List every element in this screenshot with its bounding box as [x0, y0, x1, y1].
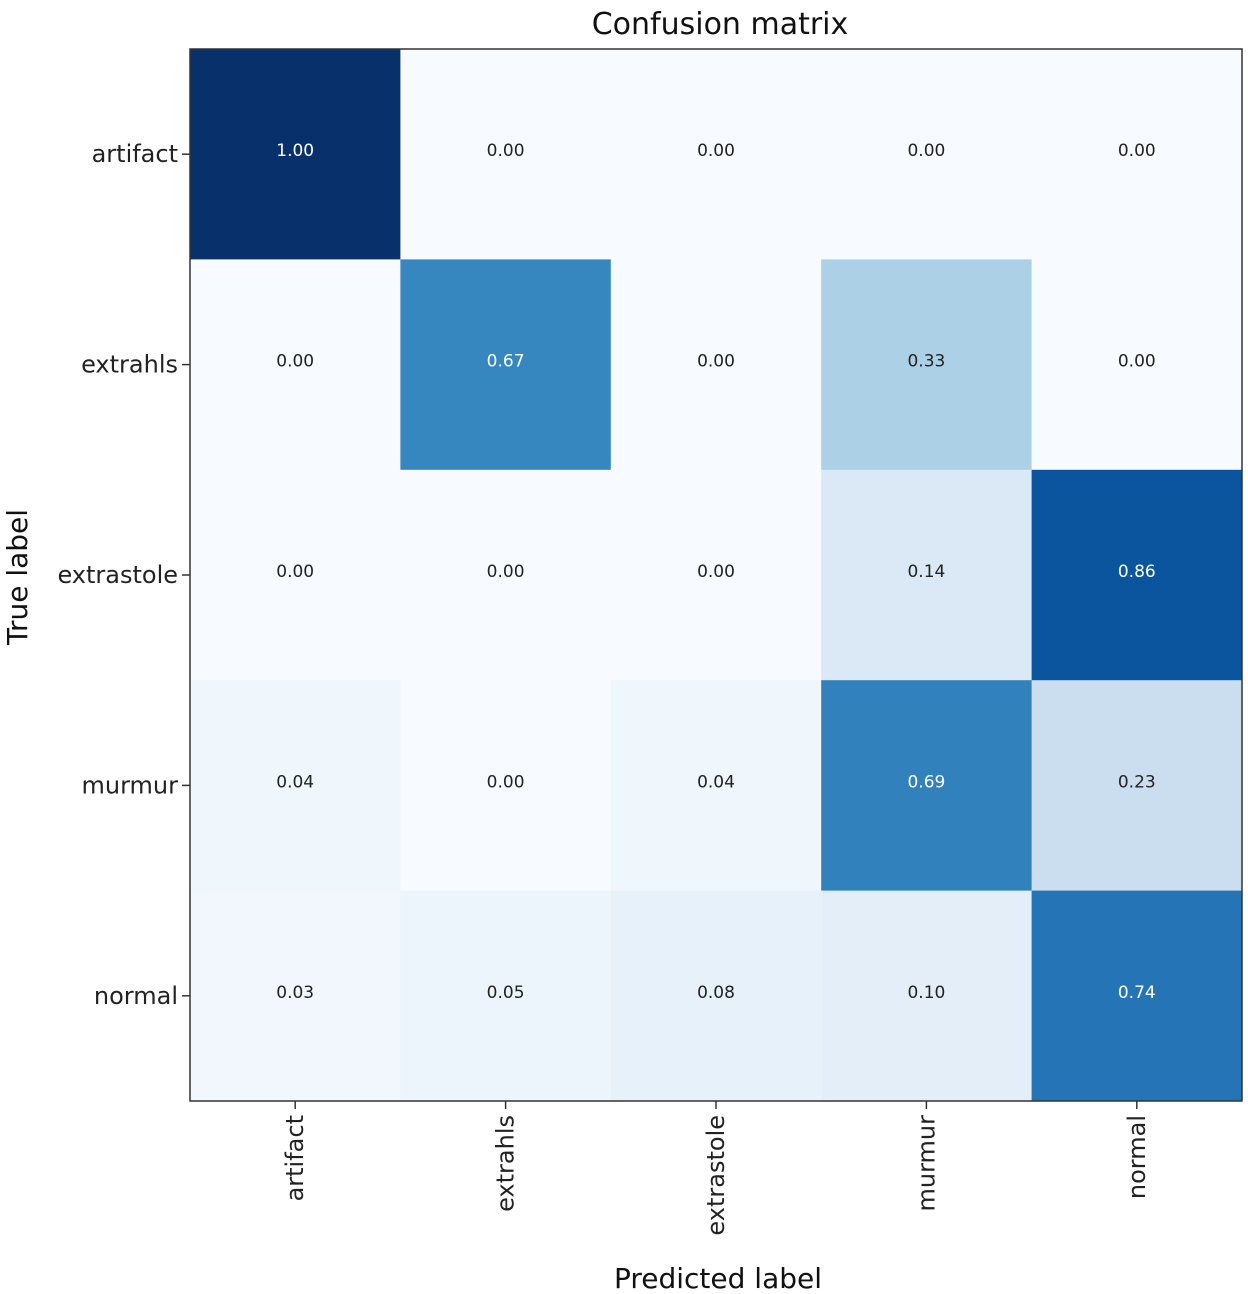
heatmap-cell — [1031, 469, 1243, 681]
chart-title: Confusion matrix — [592, 7, 849, 42]
heatmap-cell — [1031, 680, 1243, 892]
heatmap-cell — [610, 680, 822, 892]
heatmap-cell — [821, 680, 1033, 892]
cell-value-label: 0.14 — [907, 562, 945, 582]
heatmap-cell — [610, 469, 822, 681]
cell-value-label: 0.00 — [487, 772, 525, 792]
cell-value-label: 0.08 — [697, 983, 735, 1003]
heatmap-cell — [610, 259, 822, 471]
cell-value-label: 0.23 — [1118, 772, 1156, 792]
heatmap-cell — [610, 890, 822, 1102]
heatmap-cell — [821, 49, 1033, 260]
heatmap-cell — [400, 890, 612, 1102]
cell-value-label: 0.00 — [1118, 352, 1156, 372]
y-axis-label: True label — [1, 509, 34, 646]
y-tick-label: extrahls — [81, 351, 178, 379]
heatmap-cell — [190, 259, 401, 471]
cell-value-label: 0.69 — [907, 772, 945, 792]
heatmap-cell — [190, 890, 401, 1102]
cell-value-label: 0.00 — [276, 562, 314, 582]
heatmap-cell — [190, 469, 401, 681]
heatmap-cell — [1031, 890, 1243, 1102]
cell-value-label: 0.04 — [276, 772, 314, 792]
cell-value-label: 0.00 — [487, 562, 525, 582]
cell-value-label: 0.67 — [487, 352, 525, 372]
cell-value-label: 0.00 — [487, 141, 525, 161]
cell-value-label: 0.04 — [697, 772, 735, 792]
y-tick-label: extrastole — [57, 561, 178, 589]
x-tick-label: murmur — [912, 1115, 940, 1212]
heatmap-cell — [400, 259, 612, 471]
x-tick-label: extrahls — [492, 1115, 520, 1212]
x-tick-label: normal — [1123, 1115, 1151, 1199]
x-tick-label: artifact — [281, 1115, 309, 1201]
cell-value-label: 0.00 — [1118, 141, 1156, 161]
cell-value-label: 0.00 — [907, 141, 945, 161]
cell-value-label: 0.05 — [487, 983, 525, 1003]
cell-value-label: 0.86 — [1118, 562, 1156, 582]
cell-value-label: 0.00 — [697, 141, 735, 161]
heatmap-cell — [1031, 49, 1243, 260]
cell-value-label: 0.10 — [907, 983, 945, 1003]
cell-value-label: 0.03 — [276, 983, 314, 1003]
heatmap-cell — [821, 469, 1033, 681]
heatmap-cells: 1.00 0.00 0.00 0.00 0.00 0.00 0.67 0.00 0.33 0.00… — [190, 49, 1243, 1102]
y-tick-label: artifact — [92, 140, 178, 168]
cell-value-label: 0.00 — [697, 352, 735, 372]
heatmap-cell — [400, 680, 612, 892]
heatmap-cell — [821, 890, 1033, 1102]
heatmap-cell — [610, 49, 822, 260]
x-tick-label: extrastole — [702, 1115, 730, 1236]
heatmap-cell — [190, 680, 401, 892]
y-tick-label: normal — [94, 982, 178, 1010]
cell-value-label: 1.00 — [276, 141, 314, 161]
cell-value-label: 0.00 — [276, 352, 314, 372]
heatmap-cell — [400, 49, 612, 260]
heatmap-cell — [400, 469, 612, 681]
cell-value-label: 0.74 — [1118, 983, 1156, 1003]
heatmap-cell — [1031, 259, 1243, 471]
axis-ticks: artifact extrahls extrastole murmur normal ar… — [57, 140, 1150, 1235]
cell-value-label: 0.33 — [907, 352, 945, 372]
heatmap-cell — [190, 49, 401, 260]
y-tick-label: murmur — [82, 771, 179, 799]
x-axis-label: Predicted label — [614, 1262, 822, 1294]
cell-value-label: 0.00 — [697, 562, 735, 582]
heatmap-cell — [821, 259, 1033, 471]
